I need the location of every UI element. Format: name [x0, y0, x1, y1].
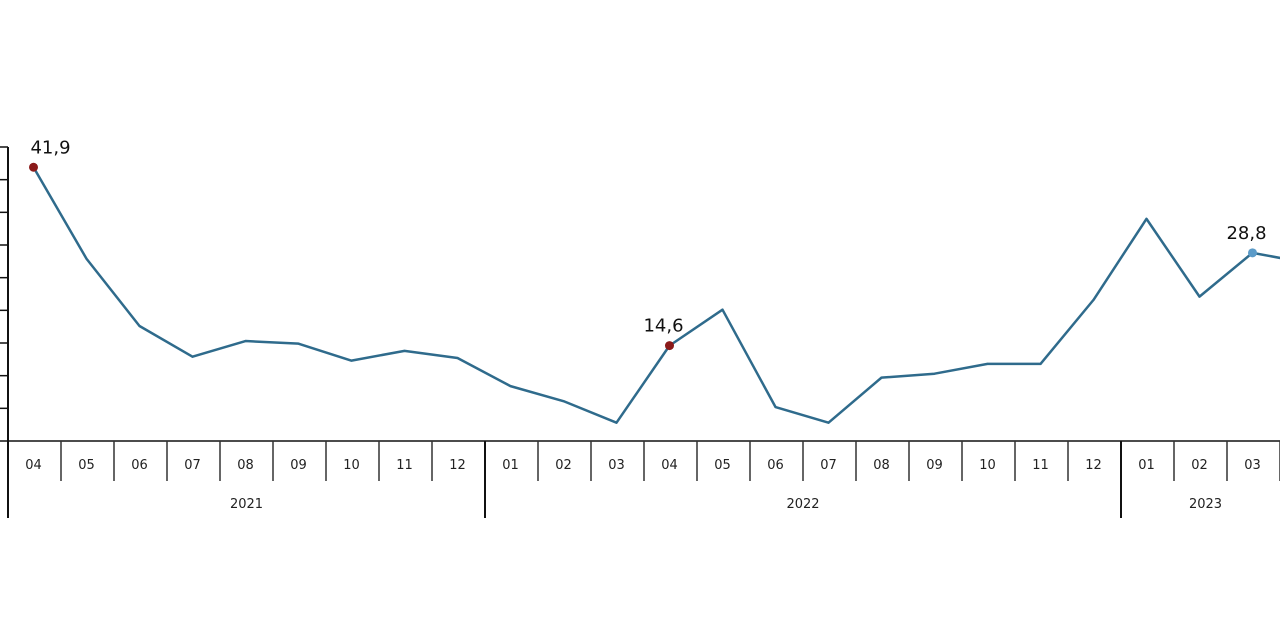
year-label: 2021 [230, 497, 263, 512]
x-tick-label: 01 [1138, 458, 1155, 473]
x-tick-label: 05 [714, 458, 731, 473]
year-label: 2023 [1189, 497, 1222, 512]
data-point [774, 406, 777, 409]
x-tick-label: 10 [979, 458, 996, 473]
data-point [403, 349, 406, 352]
x-tick-label: 10 [343, 458, 360, 473]
x-tick-label: 09 [290, 458, 307, 473]
x-tick-label: 05 [78, 458, 95, 473]
x-tick-label: 03 [1244, 458, 1261, 473]
x-tick-label: 08 [873, 458, 890, 473]
data-point [297, 342, 300, 345]
data-point [1039, 362, 1042, 365]
x-tick-label: 03 [608, 458, 625, 473]
data-point [138, 325, 141, 328]
data-point [880, 376, 883, 379]
highlight-marker [665, 341, 674, 351]
data-label: 28,8 [1226, 223, 1266, 244]
data-point [1092, 298, 1095, 301]
data-point [350, 359, 353, 362]
data-point [244, 340, 247, 343]
data-point [509, 385, 512, 388]
data-point [1145, 217, 1148, 220]
series-line [32, 166, 1280, 424]
x-tick-label: 06 [767, 458, 784, 473]
data-point [721, 308, 724, 311]
x-tick-label: 06 [131, 458, 148, 473]
x-tick-label: 09 [926, 458, 943, 473]
x-tick-label: 08 [237, 458, 254, 473]
x-tick-label: 04 [661, 458, 678, 473]
data-point [827, 421, 830, 424]
x-tick-label: 02 [555, 458, 572, 473]
x-axis-categories: 04 05 06 07 08 09 10 11 12 01 02 03 04 05 06 07 08 09 10 11… [25, 441, 1280, 518]
x-tick-label: 12 [1085, 458, 1102, 473]
data-point [615, 421, 618, 424]
x-tick-label: 11 [1032, 458, 1049, 473]
data-label: 41,9 [30, 137, 70, 158]
data-label: 14,6 [643, 316, 683, 337]
data-markers: 41,9 14,6 28,8 [29, 137, 1267, 424]
data-point [562, 400, 565, 403]
data-point [456, 357, 459, 360]
data-point [986, 362, 989, 365]
highlight-marker [29, 162, 38, 172]
x-tick-label: 02 [1191, 458, 1208, 473]
data-point [933, 372, 936, 375]
x-tick-label: 04 [25, 458, 42, 473]
highlight-marker [1248, 248, 1257, 258]
data-point [191, 355, 194, 358]
x-tick-label: 11 [396, 458, 413, 473]
x-tick-label: 12 [449, 458, 466, 473]
x-tick-label: 01 [502, 458, 519, 473]
x-tick-label: 07 [184, 458, 201, 473]
data-point [1198, 295, 1201, 298]
year-label: 2022 [786, 497, 819, 512]
x-tick-label: 07 [820, 458, 837, 473]
data-point [85, 257, 88, 260]
